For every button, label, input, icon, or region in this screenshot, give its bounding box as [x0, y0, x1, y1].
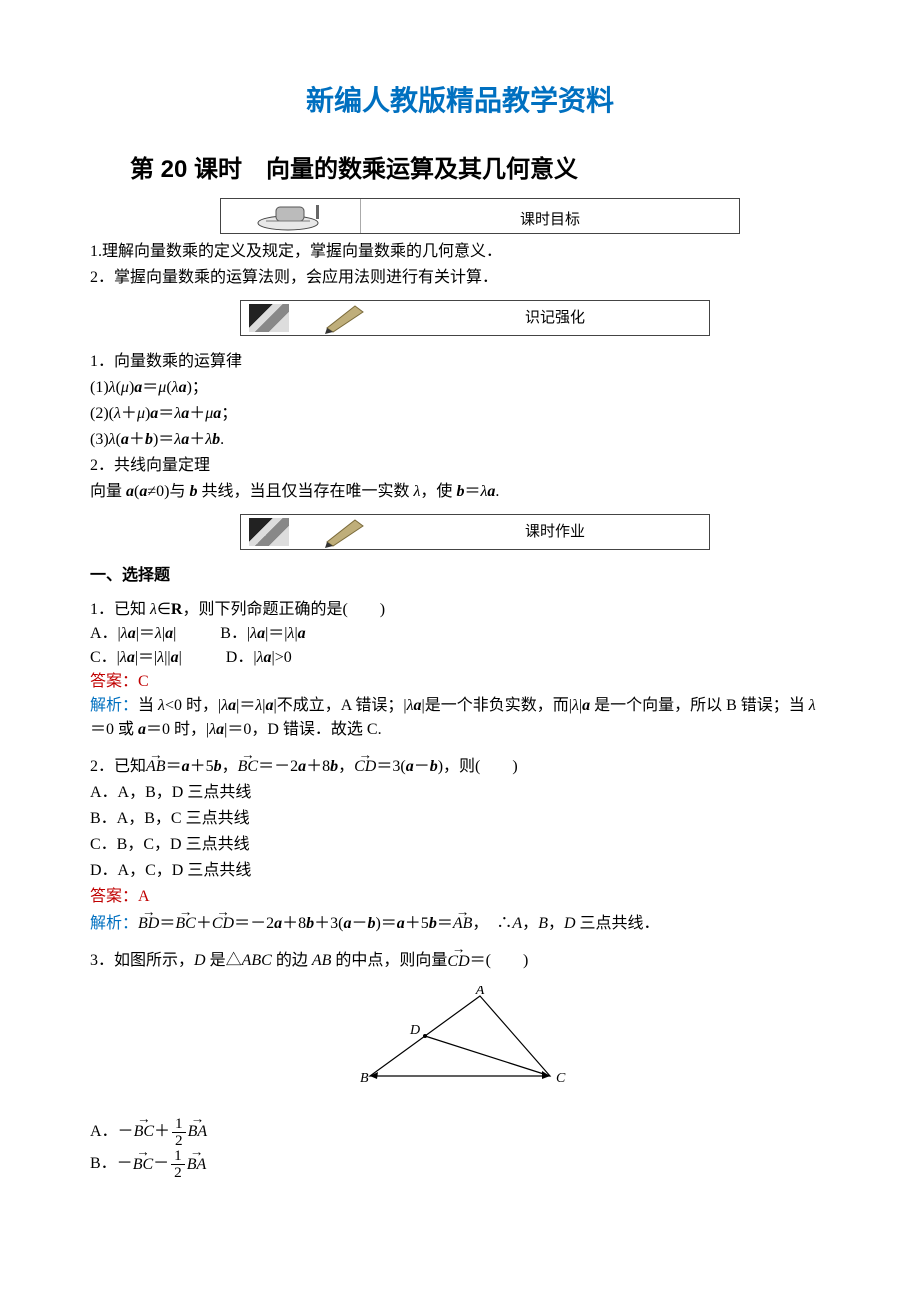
- review-2: (2)(λ＋μ)a＝λa＋μa；: [90, 402, 830, 426]
- banner-goals: 课时目标: [220, 198, 740, 234]
- q3-stem: 3．如图所示，D 是△ABC 的边 AB 的中点，则向量CD＝( ): [90, 946, 830, 973]
- banner-goals-label: 课时目标: [361, 199, 739, 233]
- q1-optC: C．|λa|＝|λ||a|: [90, 646, 182, 670]
- q1-options-row1: A．|λa|＝λ|a| B．|λa|＝|λ|a: [90, 622, 830, 646]
- lesson-title: 第 20 课时 向量的数乘运算及其几何意义: [130, 152, 830, 188]
- q2-stem: 2．已知AB＝a＋5b，BC＝－2a＋8b，CD＝3(a－b)，则( ): [90, 752, 830, 779]
- q3-figure: A B C D: [90, 986, 830, 1104]
- review-h1: 1．向量数乘的运算律: [90, 350, 830, 374]
- q1-stem: 1．已知 λ∈R，则下列命题正确的是( ): [90, 598, 830, 622]
- svg-text:A: A: [475, 986, 485, 998]
- review-3: (3)λ(a＋b)＝λa＋λb.: [90, 428, 830, 452]
- svg-text:B: B: [360, 1071, 369, 1086]
- goals-block: 1.理解向量数乘的定义及规定，掌握向量数乘的几何意义． 2．掌握向量数乘的运算法…: [90, 240, 830, 290]
- question-1: 1．已知 λ∈R，则下列命题正确的是( ) A．|λa|＝λ|a| B．|λa|…: [90, 598, 830, 742]
- q3-optB: B．－BC－12BA: [90, 1148, 830, 1181]
- scanner-icon: [221, 199, 361, 233]
- banner-homework: 课时作业: [240, 514, 710, 550]
- q2-optD: D．A，C，D 三点共线: [90, 859, 830, 883]
- q1-optD: D．|λa|>0: [226, 646, 292, 670]
- review-4: 向量 a(a≠0)与 b 共线，当且仅当存在唯一实数 λ，使 b＝λa.: [90, 480, 830, 504]
- question-3: 3．如图所示，D 是△ABC 的边 AB 的中点，则向量CD＝( ) A B C…: [90, 946, 830, 1181]
- question-2: 2．已知AB＝a＋5b，BC＝－2a＋8b，CD＝3(a－b)，则( ) A．A…: [90, 752, 830, 936]
- q2-explain: 解析：BD＝BC＋CD＝－2a＋8b＋3(a－b)＝a＋5b＝AB， ∴A，B，…: [90, 909, 830, 936]
- svg-text:D: D: [409, 1023, 420, 1038]
- review-block: 1．向量数乘的运算律 (1)λ(μ)a＝μ(λa)； (2)(λ＋μ)a＝λa＋…: [90, 350, 830, 504]
- pencil-icon: [241, 301, 401, 335]
- banner-homework-label: 课时作业: [401, 515, 709, 549]
- svg-text:C: C: [556, 1071, 566, 1086]
- goal-1: 1.理解向量数乘的定义及规定，掌握向量数乘的几何意义．: [90, 240, 830, 264]
- banner-review-label: 识记强化: [401, 301, 709, 335]
- q1-answer: 答案：C: [90, 670, 830, 694]
- q1-explain: 解析：当 λ<0 时，|λa|＝λ|a|不成立，A 错误；|λa|是一个非负实数…: [90, 694, 830, 742]
- q1-optB: B．|λa|＝|λ|a: [220, 622, 305, 646]
- review-1: (1)λ(μ)a＝μ(λa)；: [90, 376, 830, 400]
- goal-2: 2．掌握向量数乘的运算法则，会应用法则进行有关计算．: [90, 266, 830, 290]
- q2-optC: C．B，C，D 三点共线: [90, 833, 830, 857]
- section-choice: 一、选择题: [90, 564, 830, 588]
- review-h2: 2．共线向量定理: [90, 454, 830, 478]
- pencil-icon-2: [241, 515, 401, 549]
- q1-options-row2: C．|λa|＝|λ||a| D．|λa|>0: [90, 646, 830, 670]
- q2-optB: B．A，B，C 三点共线: [90, 807, 830, 831]
- q2-optA: A．A，B，D 三点共线: [90, 781, 830, 805]
- q1-optA: A．|λa|＝λ|a|: [90, 622, 176, 646]
- main-title: 新编人教版精品教学资料: [90, 80, 830, 122]
- banner-review: 识记强化: [240, 300, 710, 336]
